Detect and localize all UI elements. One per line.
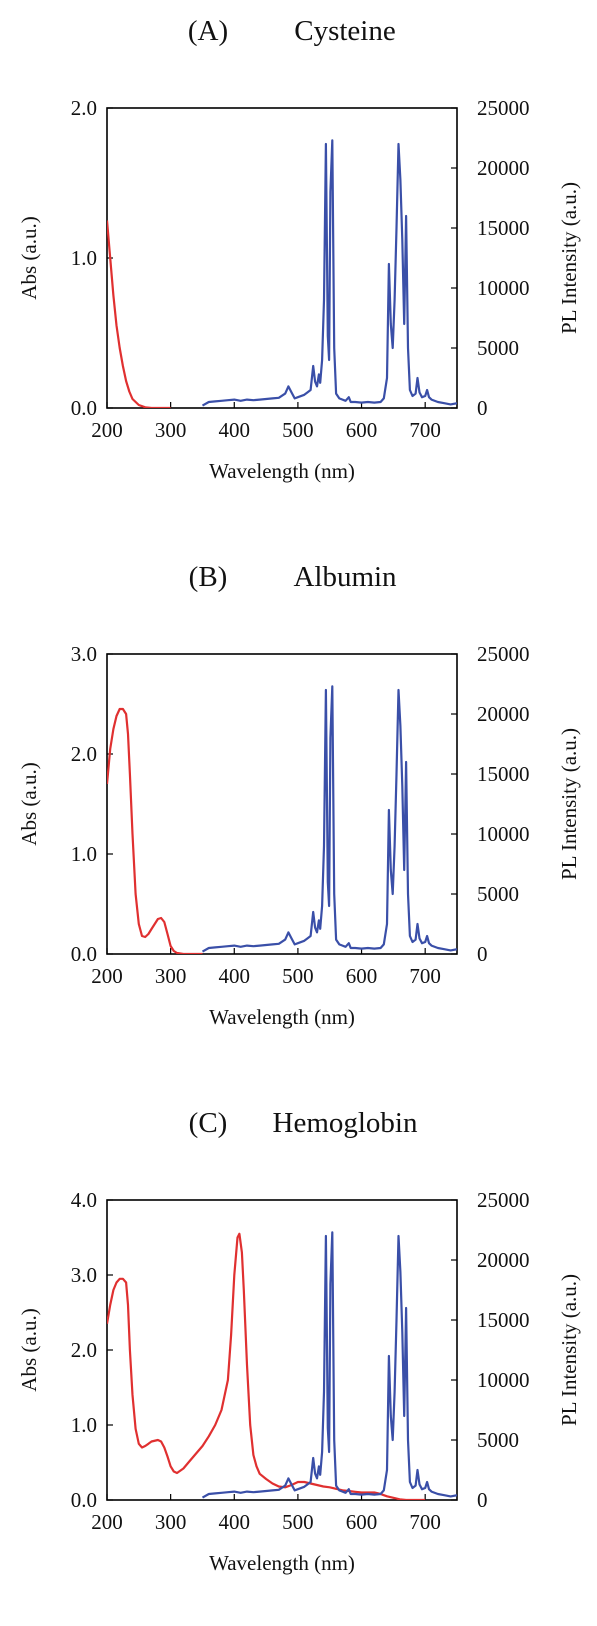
y-tick-label-right: 5000 xyxy=(477,1428,519,1452)
x-tick-label: 300 xyxy=(155,1510,187,1534)
y-tick-label-left: 0.0 xyxy=(71,1488,97,1512)
y-tick-label-right: 15000 xyxy=(477,216,530,240)
y-tick-label-right: 5000 xyxy=(477,336,519,360)
y-tick-label-right: 0 xyxy=(477,942,488,966)
y-tick-label-left: 3.0 xyxy=(71,642,97,666)
y-tick-label-left: 2.0 xyxy=(71,1338,97,1362)
pl-intensity-line xyxy=(201,139,457,407)
y-tick-label-right: 20000 xyxy=(477,702,530,726)
y-tick-label-left: 3.0 xyxy=(71,1263,97,1287)
x-tick-label: 600 xyxy=(346,1510,378,1534)
y-axis-title-left: Abs (a.u.) xyxy=(17,216,41,299)
panel-label: (B) xyxy=(189,561,228,593)
y-tick-label-left: 1.0 xyxy=(71,1413,97,1437)
y-axis-title-right: PL Intensity (a.u.) xyxy=(557,728,581,880)
chart-title: Hemoglobin xyxy=(273,1107,418,1139)
plot-frame xyxy=(106,653,458,955)
y-tick-label-left: 1.0 xyxy=(71,246,97,270)
y-tick-label-right: 20000 xyxy=(477,1248,530,1272)
chart-title: Albumin xyxy=(293,561,397,593)
chart-svg-b: (B) Albumin 200 300 400 500 600 700 0.0 1.0 2.0 3.0… xyxy=(17,561,581,1029)
panel-label: (C) xyxy=(189,1107,228,1139)
absorbance-line xyxy=(107,220,171,408)
chart-svg-a: (A) Cysteine 200 300 400 500 600 700 0.0 1.0 2.0 0 5… xyxy=(17,15,581,483)
chart-panel-a: (A) Cysteine 200 300 400 500 600 700 0.0 1.0 2.0 0 5… xyxy=(0,0,597,534)
y-tick-label-right: 15000 xyxy=(477,1308,530,1332)
panel-label: (A) xyxy=(188,15,228,47)
x-tick-label: 600 xyxy=(346,418,378,442)
y-tick-label-right: 5000 xyxy=(477,882,519,906)
x-tick-label: 700 xyxy=(409,1510,441,1534)
x-tick-label: 300 xyxy=(155,964,187,988)
absorbance-line xyxy=(107,1232,426,1500)
x-axis-title: Wavelength (nm) xyxy=(209,1005,355,1029)
chart-panel-c: (C) Hemoglobin 200 300 400 500 600 700 0.0 1.0 2.0… xyxy=(0,1092,597,1626)
pl-intensity-line xyxy=(201,685,457,953)
x-tick-label: 500 xyxy=(282,964,314,988)
y-tick-label-right: 10000 xyxy=(477,276,530,300)
x-tick-label: 400 xyxy=(219,418,251,442)
y-tick-label-right: 10000 xyxy=(477,1368,530,1392)
chart-panel-b: (B) Albumin 200 300 400 500 600 700 0.0 1.0 2.0 3.0… xyxy=(0,546,597,1080)
chart-svg-c: (C) Hemoglobin 200 300 400 500 600 700 0.0 1.0 2.0… xyxy=(17,1107,581,1575)
y-tick-label-right: 25000 xyxy=(477,96,530,120)
x-axis-title: Wavelength (nm) xyxy=(209,459,355,483)
y-tick-label-left: 2.0 xyxy=(71,96,97,120)
y-axis-title-left: Abs (a.u.) xyxy=(17,762,41,845)
x-tick-label: 500 xyxy=(282,418,314,442)
x-tick-label: 200 xyxy=(91,964,123,988)
y-tick-label-left: 0.0 xyxy=(71,396,97,420)
y-tick-label-right: 0 xyxy=(477,1488,488,1512)
x-tick-label: 200 xyxy=(91,1510,123,1534)
y-axis-title-left: Abs (a.u.) xyxy=(17,1308,41,1391)
y-tick-label-right: 25000 xyxy=(477,642,530,666)
y-tick-label-right: 20000 xyxy=(477,156,530,180)
y-tick-label-left: 1.0 xyxy=(71,842,97,866)
y-axis-title-right: PL Intensity (a.u.) xyxy=(557,182,581,334)
x-tick-label: 600 xyxy=(346,964,378,988)
x-tick-label: 400 xyxy=(219,964,251,988)
pl-intensity-line xyxy=(201,1231,457,1499)
absorbance-line xyxy=(107,707,203,954)
y-axis-title-right: PL Intensity (a.u.) xyxy=(557,1274,581,1426)
chart-title: Cysteine xyxy=(294,15,396,47)
y-tick-label-left: 0.0 xyxy=(71,942,97,966)
x-tick-label: 500 xyxy=(282,1510,314,1534)
x-axis-title: Wavelength (nm) xyxy=(209,1551,355,1575)
x-tick-label: 700 xyxy=(409,418,441,442)
y-tick-label-left: 4.0 xyxy=(71,1188,97,1212)
x-tick-label: 700 xyxy=(409,964,441,988)
y-tick-label-right: 25000 xyxy=(477,1188,530,1212)
y-tick-label-right: 15000 xyxy=(477,762,530,786)
y-tick-label-right: 0 xyxy=(477,396,488,420)
x-tick-label: 300 xyxy=(155,418,187,442)
y-tick-label-left: 2.0 xyxy=(71,742,97,766)
y-tick-label-right: 10000 xyxy=(477,822,530,846)
x-tick-label: 400 xyxy=(219,1510,251,1534)
x-tick-label: 200 xyxy=(91,418,123,442)
